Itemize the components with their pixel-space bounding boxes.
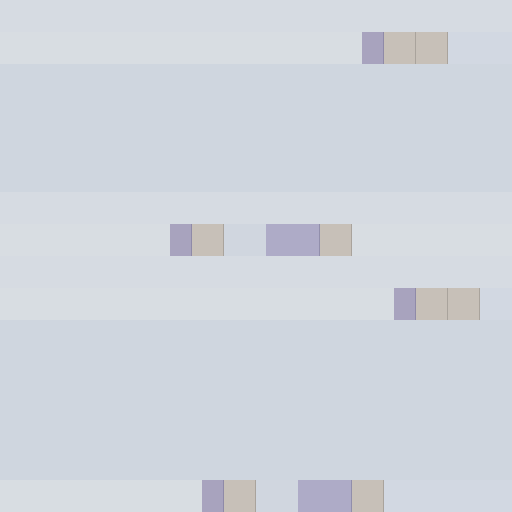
block-taupe[interactable] [416, 32, 448, 64]
block-taupe[interactable] [352, 480, 384, 512]
block-lavender[interactable] [170, 224, 192, 256]
block-empty [224, 224, 266, 256]
empty-area [0, 64, 512, 192]
block-empty [384, 480, 512, 512]
block-lavender[interactable] [362, 32, 384, 64]
track-row-3[interactable] [0, 288, 512, 320]
block-lavender-wide[interactable] [266, 224, 320, 256]
track-row-1[interactable] [0, 32, 512, 64]
block-taupe[interactable] [224, 480, 256, 512]
block-taupe[interactable] [416, 288, 448, 320]
block-lavender[interactable] [394, 288, 416, 320]
block-taupe[interactable] [192, 224, 224, 256]
block-empty [256, 480, 298, 512]
separator-strip [0, 192, 512, 224]
block-taupe[interactable] [384, 32, 416, 64]
block-lavender-wide[interactable] [298, 480, 352, 512]
block-taupe[interactable] [448, 288, 480, 320]
top-strip [0, 0, 512, 32]
block-lavender[interactable] [202, 480, 224, 512]
separator-strip [0, 256, 512, 288]
empty-area [0, 320, 512, 480]
track-row-2[interactable] [0, 224, 512, 256]
block-taupe[interactable] [320, 224, 352, 256]
track-row-4[interactable] [0, 480, 512, 512]
block-empty [448, 32, 512, 64]
block-empty [480, 288, 512, 320]
